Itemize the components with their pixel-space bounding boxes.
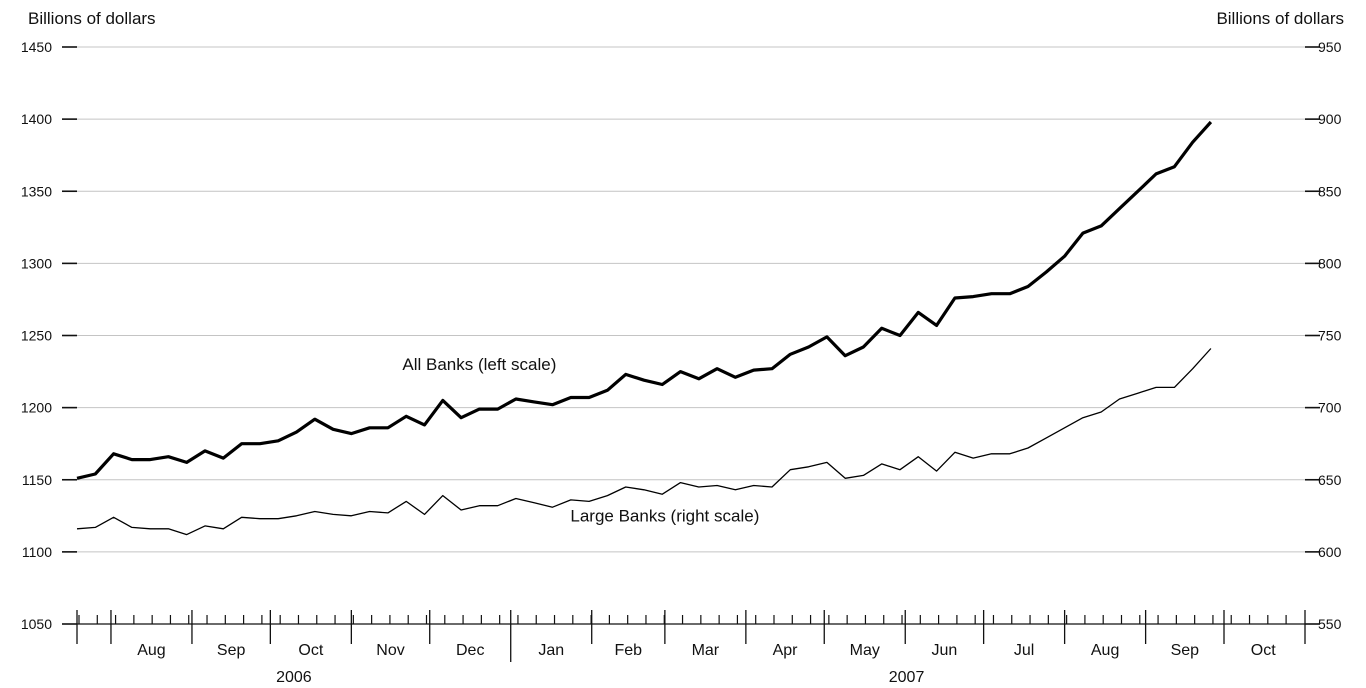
left-tick-label: 1150 — [22, 472, 52, 488]
month-label: Oct — [1251, 642, 1276, 659]
x-axis: Aug Sep Oct Nov Dec Jan Feb Mar Apr May Jun Jul Aug S… — [76, 610, 1306, 686]
left-tick-label: 1450 — [21, 39, 52, 55]
year-label: 2006 — [276, 669, 312, 686]
month-label: Mar — [692, 642, 720, 659]
right-tick-label: 950 — [1318, 39, 1342, 55]
left-tick-label: 1200 — [21, 400, 52, 416]
left-tick-label: 1050 — [21, 616, 52, 632]
gridlines — [77, 46, 1305, 553]
month-label: Jan — [538, 642, 564, 659]
left-axis-title: Billions of dollars — [28, 9, 156, 28]
month-label: Nov — [376, 642, 404, 659]
right-tick-label: 750 — [1318, 328, 1342, 344]
right-tick-label: 700 — [1318, 400, 1342, 416]
left-tick-label: 1100 — [22, 544, 52, 560]
right-tick-label: 650 — [1318, 472, 1342, 488]
month-label: Aug — [1091, 642, 1119, 659]
annotation-layer: All Banks (left scale) Large Banks (right… — [402, 355, 759, 525]
right-tick-label: 600 — [1318, 544, 1342, 560]
year-label: 2007 — [889, 669, 925, 686]
right-tick-label: 550 — [1318, 616, 1342, 632]
series-all-banks — [76, 120, 1213, 480]
right-axis: 550 600 650 700 750 800 850 900 950 — [1305, 39, 1342, 632]
month-label: Apr — [773, 642, 799, 659]
month-label: May — [850, 642, 880, 659]
month-label: Oct — [298, 642, 323, 659]
month-label: Aug — [137, 642, 165, 659]
right-tick-label: 800 — [1318, 255, 1342, 271]
series-large-banks — [76, 348, 1212, 536]
month-label: Sep — [217, 642, 246, 659]
left-axis: 1050 1100 1150 1200 1250 1300 1350 1400 1450 — [21, 39, 77, 632]
left-tick-label: 1250 — [21, 328, 52, 344]
month-label: Feb — [615, 642, 643, 659]
series-layer — [76, 120, 1213, 536]
left-tick-label: 1300 — [21, 255, 52, 271]
right-tick-label: 900 — [1318, 111, 1342, 127]
left-tick-label: 1400 — [21, 111, 52, 127]
right-axis-title: Billions of dollars — [1216, 9, 1344, 28]
month-label: Jun — [932, 642, 958, 659]
left-tick-label: 1350 — [21, 183, 52, 199]
month-label: Sep — [1171, 642, 1200, 659]
large-banks-label: Large Banks (right scale) — [570, 507, 759, 526]
month-label: Jul — [1014, 642, 1034, 659]
right-tick-label: 850 — [1318, 183, 1342, 199]
month-label: Dec — [456, 642, 484, 659]
all-banks-label: All Banks (left scale) — [402, 355, 556, 374]
